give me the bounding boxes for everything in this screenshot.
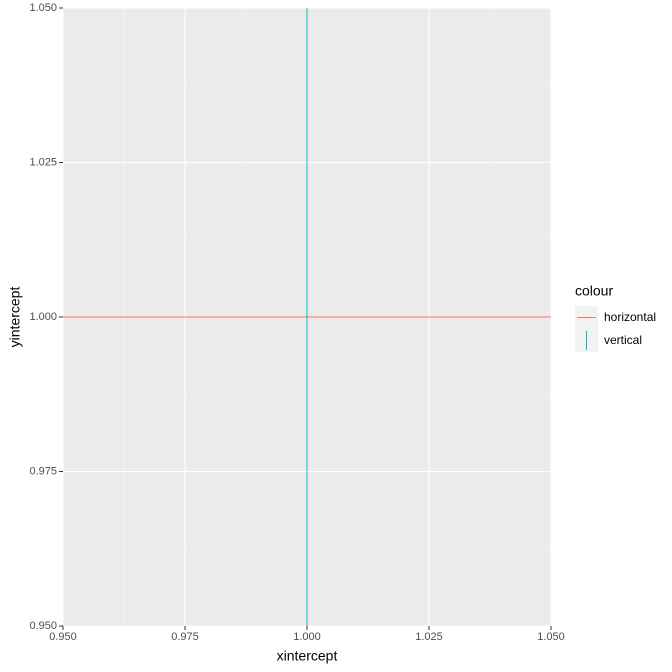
x-axis-title: xintercept [277, 648, 338, 664]
y-tick-label: 1.050 [29, 2, 57, 14]
legend-title: colour [575, 283, 613, 299]
marks [63, 8, 551, 626]
y-tick-label: 0.950 [29, 620, 57, 632]
y-tick-label: 1.000 [29, 311, 57, 323]
x-tick-label: 1.000 [293, 631, 321, 643]
x-tick-label: 1.050 [537, 631, 565, 643]
y-tick-label: 0.975 [29, 465, 57, 477]
legend: horizontal vertical [575, 306, 656, 352]
y-axis-title: yintercept [7, 287, 23, 348]
legend-label: vertical [604, 333, 642, 347]
x-tick-label: 0.950 [49, 631, 77, 643]
y-tick-label: 1.025 [29, 156, 57, 168]
x-tick-label: 1.025 [415, 631, 443, 643]
x-tick-label: 0.975 [171, 631, 199, 643]
legend-label: horizontal [604, 310, 656, 324]
